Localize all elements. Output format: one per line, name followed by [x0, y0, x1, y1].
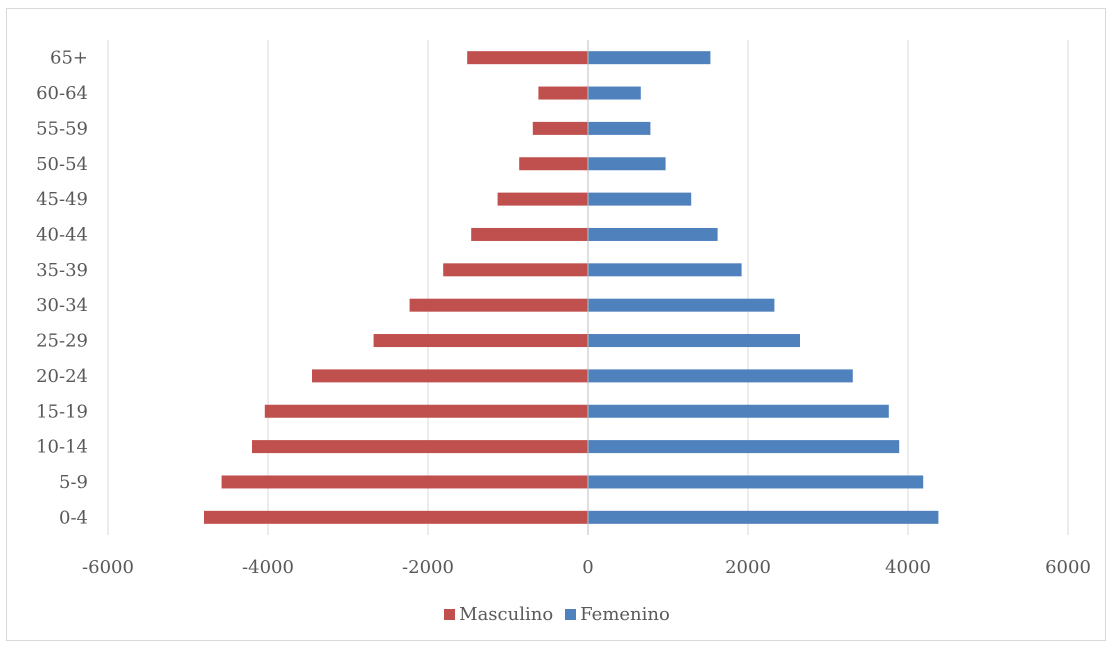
y-tick-label: 30-34	[36, 295, 88, 316]
bar-femenino-15-19	[588, 404, 889, 418]
x-axis-labels: -6000 -4000 -2000 0 2000 4000 6000	[82, 557, 1091, 578]
bar-femenino-65+	[588, 51, 711, 65]
x-tick-label: 6000	[1045, 557, 1091, 578]
bar-femenino-10-14	[588, 440, 900, 454]
bar-femenino-5-9	[588, 475, 924, 489]
bar-masculino-65+	[467, 51, 588, 65]
y-tick-label: 25-29	[36, 331, 88, 352]
bar-masculino-5-9	[221, 475, 588, 489]
y-tick-label: 60-64	[36, 83, 88, 104]
y-tick-label: 5-9	[59, 472, 88, 493]
bar-masculino-40-44	[471, 227, 588, 241]
bar-femenino-55-59	[588, 121, 651, 135]
y-tick-label: 35-39	[36, 260, 88, 281]
legend-label-femenino: Femenino	[580, 604, 670, 625]
bar-masculino-55-59	[532, 121, 588, 135]
y-tick-label: 40-44	[36, 224, 88, 245]
bar-masculino-10-14	[252, 440, 588, 454]
bar-masculino-30-34	[409, 298, 588, 312]
legend-label-masculino: Masculino	[459, 604, 554, 625]
y-tick-label: 15-19	[36, 401, 88, 422]
bar-femenino-35-39	[588, 263, 742, 277]
legend: Masculino Femenino	[0, 604, 1114, 625]
x-tick-label: -4000	[242, 557, 294, 578]
bars	[204, 51, 939, 524]
x-tick-label: 0	[582, 557, 593, 578]
y-tick-label: 10-14	[36, 437, 88, 458]
bar-femenino-30-34	[588, 298, 775, 312]
bar-masculino-20-24	[312, 369, 588, 383]
chart-area	[6, 8, 1106, 641]
bar-femenino-20-24	[588, 369, 853, 383]
bar-masculino-35-39	[443, 263, 588, 277]
x-tick-label: -6000	[82, 557, 134, 578]
y-tick-label: 20-24	[36, 366, 88, 387]
x-tick-label: -2000	[402, 557, 454, 578]
bar-femenino-0-4	[588, 510, 939, 524]
y-tick-label: 45-49	[36, 189, 88, 210]
y-tick-label: 50-54	[36, 154, 88, 175]
bar-femenino-50-54	[588, 157, 666, 171]
y-tick-label: 55-59	[36, 118, 88, 139]
bar-masculino-25-29	[373, 334, 588, 348]
legend-swatch-masculino	[444, 609, 456, 620]
legend-item-masculino: Masculino	[444, 604, 553, 625]
x-tick-label: 2000	[725, 557, 771, 578]
bar-femenino-40-44	[588, 227, 718, 241]
legend-item-femenino: Femenino	[565, 604, 670, 625]
bar-masculino-50-54	[519, 157, 588, 171]
y-tick-label: 0-4	[59, 507, 88, 528]
bar-masculino-60-64	[538, 86, 588, 100]
bar-femenino-60-64	[588, 86, 641, 100]
bar-femenino-45-49	[588, 192, 692, 206]
bar-masculino-0-4	[204, 510, 588, 524]
y-axis-labels: 0-4 5-9 10-14 15-19 20-24 25-29 30-34 35-39 40-4…	[36, 48, 88, 529]
legend-swatch-femenino	[565, 609, 577, 620]
bar-masculino-45-49	[497, 192, 588, 206]
bar-masculino-15-19	[264, 404, 588, 418]
y-tick-label: 65+	[50, 48, 88, 69]
bar-femenino-25-29	[588, 334, 800, 348]
x-tick-label: 4000	[885, 557, 931, 578]
